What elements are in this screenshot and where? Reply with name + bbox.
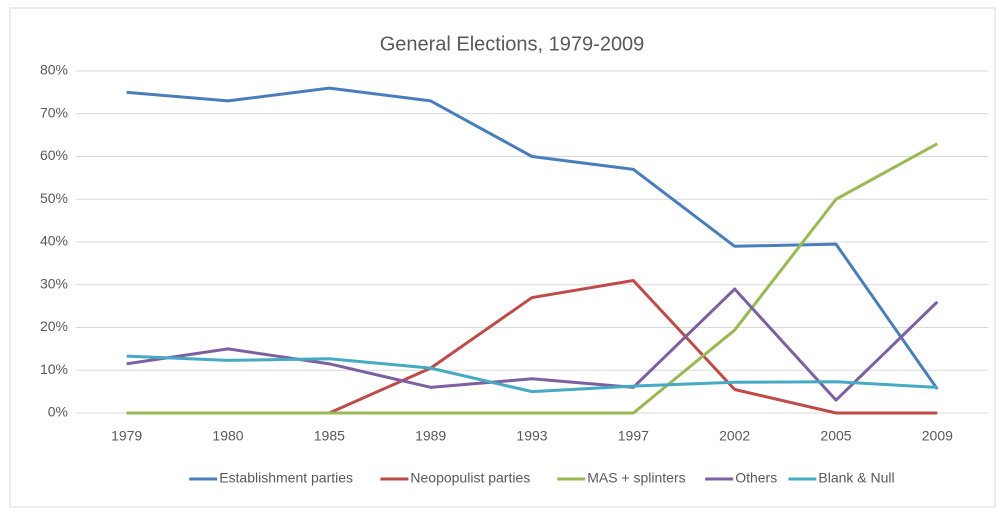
x-tick-label: 2009 (922, 428, 953, 444)
x-tick-label: 1985 (314, 428, 345, 444)
x-tick-label: 2005 (820, 428, 851, 444)
y-tick-label: 70% (40, 104, 68, 120)
x-tick-label: 1993 (516, 428, 547, 444)
series-line (126, 142, 939, 415)
y-tick-label: 30% (40, 275, 68, 291)
y-tick-label: 10% (40, 361, 68, 377)
y-tick-label: 40% (40, 233, 68, 249)
x-tick-label: 1980 (212, 428, 243, 444)
y-tick-label: 20% (40, 318, 68, 334)
x-tick-label: 1997 (618, 428, 649, 444)
legend-label: Others (735, 470, 777, 486)
x-tick-label: 1979 (111, 428, 142, 444)
chart-title: General Elections, 1979-2009 (380, 33, 645, 55)
legend-label: Establishment parties (219, 470, 353, 486)
x-tick-label: 2002 (719, 428, 750, 444)
y-tick-label: 80% (40, 62, 68, 78)
legend-label: Neopopulist parties (410, 470, 530, 486)
y-tick-label: 50% (40, 190, 68, 206)
series-line (126, 354, 938, 394)
x-tick-label: 1989 (415, 428, 446, 444)
y-tick-label: 0% (48, 404, 68, 420)
chart-border (9, 7, 996, 508)
legend-label: Blank & Null (818, 470, 894, 486)
legend-label: MAS + splinters (587, 470, 685, 486)
y-tick-label: 60% (40, 147, 68, 163)
series-line (126, 287, 939, 402)
